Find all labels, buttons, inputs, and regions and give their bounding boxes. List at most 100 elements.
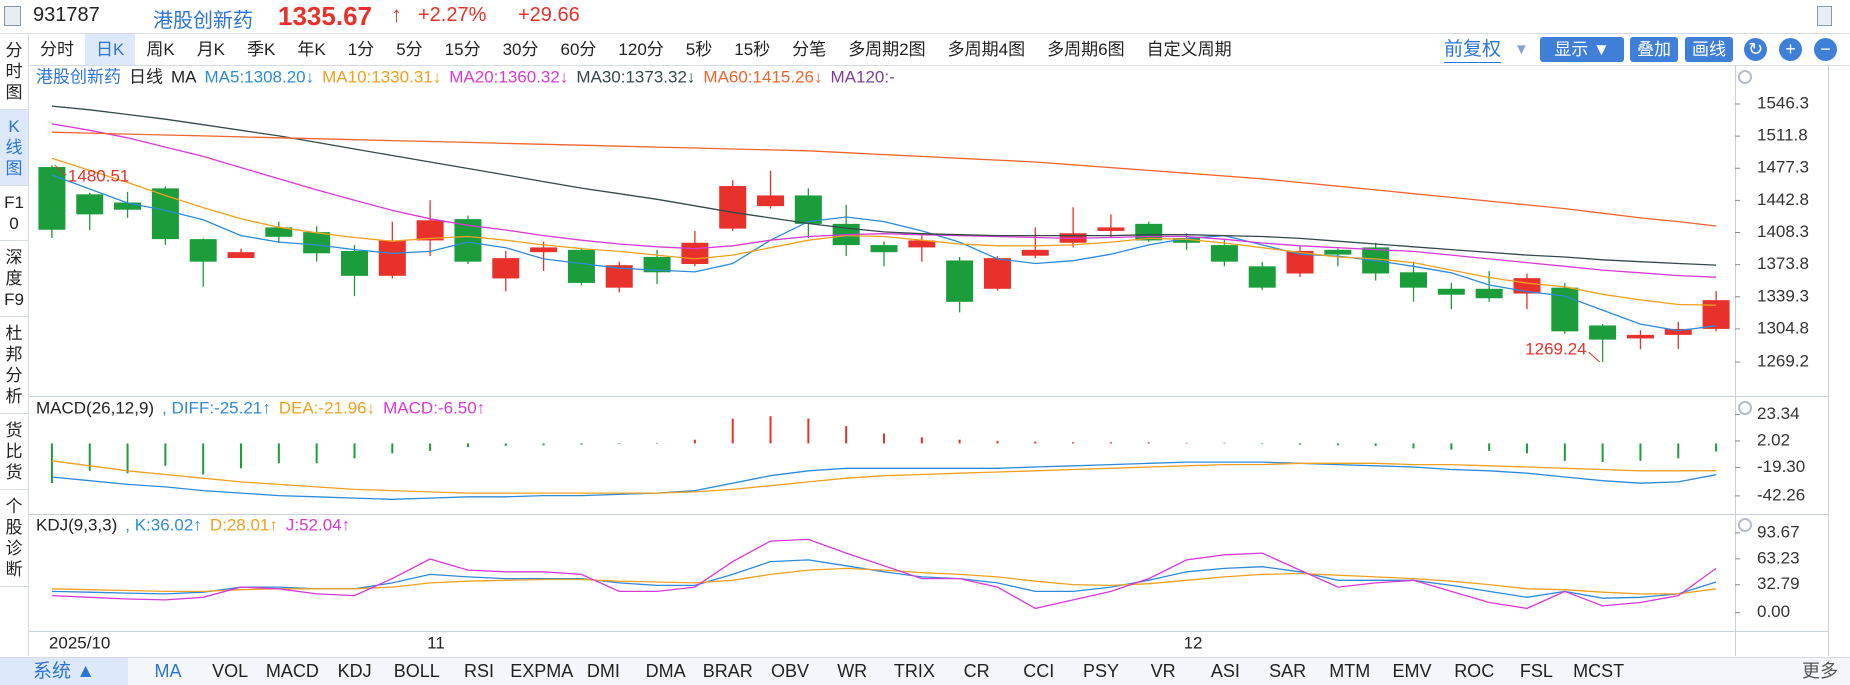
sidebar-item[interactable]: 个股诊断 bbox=[0, 490, 28, 587]
x-tick-label: 2025/10 bbox=[49, 633, 110, 652]
y-tick-label: 1546.3 bbox=[1757, 93, 1809, 112]
indicator-tab[interactable]: MA bbox=[154, 661, 182, 681]
panel-icon[interactable] bbox=[4, 6, 21, 26]
period-tab[interactable]: 1分 bbox=[347, 40, 375, 59]
sidebar-item[interactable]: 深度F9 bbox=[0, 241, 28, 317]
panel-icon[interactable] bbox=[1817, 6, 1832, 26]
indicator-tab[interactable]: KDJ bbox=[337, 661, 372, 681]
macd-bar bbox=[1639, 443, 1642, 461]
y-tick-label: 23.34 bbox=[1757, 404, 1800, 423]
high-label: 1480.51 bbox=[68, 167, 129, 186]
gear-icon[interactable] bbox=[1738, 518, 1752, 532]
legend-item: DEA:-21.96↓ bbox=[279, 398, 375, 417]
y-tick-label: -42.26 bbox=[1757, 485, 1805, 504]
period-tab[interactable]: 分时 bbox=[40, 40, 74, 59]
overlay-button[interactable]: 叠加 bbox=[1630, 37, 1678, 62]
indicator-tab[interactable]: EMV bbox=[1392, 661, 1432, 681]
period-tab[interactable]: 季K bbox=[247, 40, 276, 59]
indicator-bar: 系统 ▲ 更多 MA VOL MACD KDJ BOLL RSI EXPMA DMI DMA BR… bbox=[0, 657, 1850, 685]
show-button[interactable]: 显示 ▼ bbox=[1540, 37, 1624, 62]
legend-item: J:52.04↑ bbox=[286, 515, 350, 534]
zoom-in-button[interactable]: + bbox=[1779, 38, 1802, 61]
indicator-tab[interactable]: CCI bbox=[1023, 661, 1055, 681]
indicator-tab[interactable]: ROC bbox=[1454, 661, 1495, 681]
y-tick-label: 93.67 bbox=[1757, 522, 1800, 541]
macd-bar bbox=[731, 418, 734, 444]
gear-icon[interactable] bbox=[1738, 401, 1752, 415]
draw-button[interactable]: 画线 bbox=[1685, 37, 1733, 62]
macd-bar bbox=[1185, 442, 1188, 444]
sidebar-item[interactable]: 货比货 bbox=[0, 414, 28, 490]
macd-bar bbox=[580, 443, 583, 445]
macd-bar bbox=[883, 433, 885, 444]
period-tab[interactable]: 60分 bbox=[560, 40, 597, 59]
candle-body bbox=[1097, 227, 1125, 231]
y-tick-label: 1269.2 bbox=[1757, 352, 1809, 371]
sidebar-item[interactable]: K线图 bbox=[0, 110, 28, 186]
adjust-select[interactable]: 前复权 bbox=[1444, 37, 1502, 63]
series-line bbox=[51, 567, 1717, 595]
macd-bar bbox=[656, 442, 659, 444]
legend-item: MA bbox=[171, 67, 197, 86]
period-tab[interactable]: 日K bbox=[85, 34, 136, 65]
indicator-tab[interactable]: MACD bbox=[265, 661, 319, 681]
indicator-tab[interactable]: TRIX bbox=[893, 661, 935, 681]
macd-bar bbox=[504, 443, 507, 446]
indicator-tab[interactable]: VOL bbox=[212, 661, 249, 681]
macd-bar bbox=[1299, 443, 1302, 445]
low-label: 1269.24 bbox=[1525, 340, 1586, 359]
indicator-tab[interactable]: BOLL bbox=[393, 661, 440, 681]
period-tab[interactable]: 多周期6图 bbox=[1047, 40, 1125, 59]
period-tab[interactable]: 年K bbox=[297, 40, 326, 59]
macd-bar bbox=[845, 426, 848, 444]
period-tab[interactable]: 5秒 bbox=[685, 40, 713, 59]
zoom-out-button[interactable]: − bbox=[1814, 38, 1837, 61]
refresh-button[interactable]: ↻ bbox=[1744, 38, 1767, 61]
macd-bar bbox=[1336, 443, 1339, 446]
period-tab[interactable]: 自定义周期 bbox=[1146, 40, 1232, 59]
macd-bar bbox=[50, 443, 53, 484]
indicator-tab[interactable]: PSY bbox=[1082, 661, 1120, 681]
legend-item: MA20:1360.32↓ bbox=[449, 67, 568, 86]
change-percent: +2.27% bbox=[418, 4, 487, 26]
indicator-tab[interactable]: OBV bbox=[770, 661, 809, 681]
indicator-tab[interactable]: FSL bbox=[1519, 661, 1553, 681]
indicator-tab[interactable]: MCST bbox=[1573, 661, 1625, 681]
gear-icon[interactable] bbox=[1738, 70, 1752, 84]
indicator-tab[interactable]: VR bbox=[1150, 661, 1176, 681]
indicator-tab[interactable]: EXPMA bbox=[510, 661, 574, 681]
system-tab[interactable]: 系统 ▲ bbox=[0, 658, 128, 685]
more-tab[interactable]: 更多 bbox=[1802, 661, 1838, 681]
indicator-tab[interactable]: SAR bbox=[1269, 661, 1307, 681]
adjust-arrow[interactable]: ▼ bbox=[1514, 41, 1529, 58]
indicator-tab[interactable]: ASI bbox=[1210, 661, 1240, 681]
macd-bar bbox=[1488, 443, 1491, 451]
period-tab[interactable]: 多周期4图 bbox=[947, 40, 1026, 59]
price: 1335.67 bbox=[278, 1, 372, 31]
legend-item: MA5:1308.20↓ bbox=[205, 67, 315, 86]
period-tab[interactable]: 周K bbox=[146, 40, 175, 59]
y-tick-label: 1339.3 bbox=[1757, 286, 1809, 305]
top-bar: 931787 港股创新药 1335.67 ↑ +2.27% +29.66 bbox=[0, 0, 1850, 34]
period-tab[interactable]: 月K bbox=[196, 40, 226, 59]
period-tab[interactable]: 15分 bbox=[444, 40, 481, 59]
candle-body bbox=[719, 186, 747, 229]
indicator-tab[interactable]: DMA bbox=[645, 661, 686, 681]
candle-body bbox=[1475, 288, 1503, 299]
sidebar-item[interactable]: 分时图 bbox=[0, 34, 28, 110]
sidebar-item[interactable]: 杜邦分析 bbox=[0, 317, 28, 414]
period-tab[interactable]: 5分 bbox=[396, 40, 423, 59]
indicator-tab[interactable]: BRAR bbox=[702, 661, 753, 681]
period-tab[interactable]: 120分 bbox=[618, 40, 664, 59]
sidebar-item[interactable]: F10 bbox=[0, 186, 28, 241]
period-tab[interactable]: 分笔 bbox=[792, 40, 827, 59]
period-tab[interactable]: 多周期2图 bbox=[848, 40, 926, 59]
y-tick-label: -19.30 bbox=[1757, 457, 1805, 476]
indicator-tab[interactable]: DMI bbox=[586, 661, 620, 681]
indicator-tab[interactable]: MTM bbox=[1329, 661, 1371, 681]
indicator-tab[interactable]: WR bbox=[837, 661, 868, 681]
period-tab[interactable]: 30分 bbox=[502, 40, 539, 59]
indicator-tab[interactable]: RSI bbox=[463, 661, 494, 681]
period-tab[interactable]: 15秒 bbox=[734, 40, 771, 59]
indicator-tab[interactable]: CR bbox=[963, 661, 990, 681]
